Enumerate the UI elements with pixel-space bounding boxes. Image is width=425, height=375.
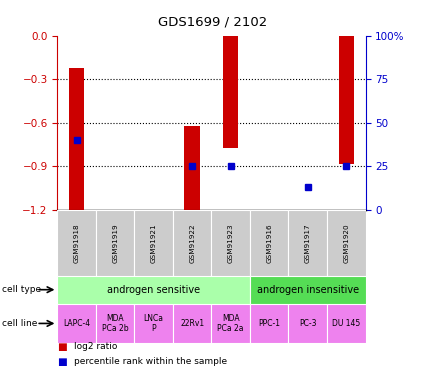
Bar	[57, 276, 250, 304]
Text: log2 ratio: log2 ratio	[74, 342, 118, 351]
Bar	[261, 210, 277, 213]
Text: GSM91920: GSM91920	[343, 223, 349, 262]
Text: androgen insensitive: androgen insensitive	[257, 285, 359, 295]
Bar	[184, 126, 200, 213]
Text: GSM91919: GSM91919	[112, 223, 118, 262]
Text: PC-3: PC-3	[299, 319, 317, 328]
Text: ■: ■	[57, 342, 67, 352]
Bar	[339, 36, 354, 164]
Bar	[134, 210, 173, 276]
Text: MDA
PCa 2a: MDA PCa 2a	[218, 314, 244, 333]
Bar	[300, 210, 315, 213]
Text: MDA
PCa 2b: MDA PCa 2b	[102, 314, 128, 333]
Text: PPC-1: PPC-1	[258, 319, 280, 328]
Text: GSM91923: GSM91923	[228, 223, 234, 262]
Text: LAPC-4: LAPC-4	[63, 319, 90, 328]
Bar	[173, 210, 211, 276]
Bar	[289, 304, 327, 343]
Text: GSM91917: GSM91917	[305, 223, 311, 262]
Text: ■: ■	[57, 357, 67, 367]
Text: GSM91916: GSM91916	[266, 223, 272, 262]
Bar	[57, 304, 96, 343]
Bar	[134, 304, 173, 343]
Bar	[250, 210, 289, 276]
Text: LNCa
P: LNCa P	[144, 314, 164, 333]
Bar	[96, 304, 134, 343]
Bar	[211, 210, 250, 276]
Text: GSM91922: GSM91922	[189, 223, 195, 262]
Text: GSM91921: GSM91921	[151, 223, 157, 262]
Bar	[327, 304, 366, 343]
Bar	[289, 210, 327, 276]
Text: percentile rank within the sample: percentile rank within the sample	[74, 357, 227, 366]
Bar	[250, 276, 366, 304]
Bar	[327, 210, 366, 276]
Text: androgen sensitive: androgen sensitive	[107, 285, 200, 295]
Bar	[223, 36, 238, 147]
Text: 22Rv1: 22Rv1	[180, 319, 204, 328]
Text: cell line: cell line	[2, 319, 37, 328]
Bar	[173, 304, 211, 343]
Bar	[69, 68, 84, 213]
Text: GSM91918: GSM91918	[74, 223, 79, 262]
Text: DU 145: DU 145	[332, 319, 360, 328]
Text: cell type: cell type	[2, 285, 41, 294]
Bar	[211, 304, 250, 343]
Bar	[57, 210, 96, 276]
Text: GDS1699 / 2102: GDS1699 / 2102	[158, 15, 267, 28]
Bar	[96, 210, 134, 276]
Bar	[250, 304, 289, 343]
